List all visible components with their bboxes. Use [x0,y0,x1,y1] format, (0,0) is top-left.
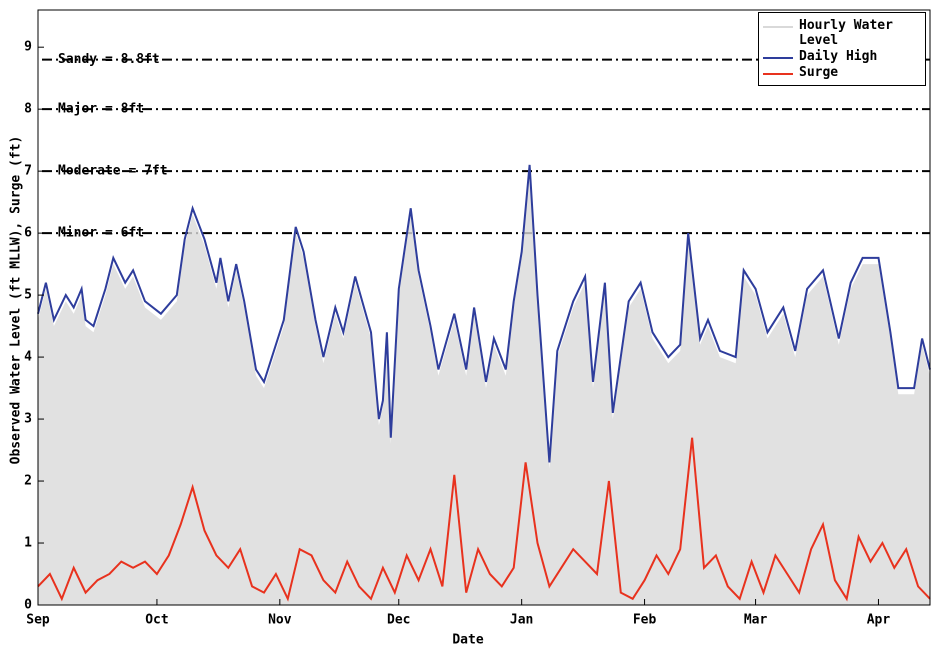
y-tick-label: 5 [24,288,32,303]
legend-entry: Daily High [761,49,923,64]
x-tick-label: Apr [867,613,891,628]
x-tick-label: Nov [268,613,292,628]
x-axis-label: Date [452,633,483,648]
line [37,437,931,602]
x-tick-label: Dec [387,613,410,628]
legend-label: Daily High [799,49,878,64]
y-tick-label: 6 [24,226,32,241]
y-axis-label: Observed Water Level (ft MLLW), Surge (f… [9,136,24,465]
legend-label: Hourly Water Level [799,18,893,48]
y-tick-label: 0 [24,598,32,613]
annotation-label: Moderate = 7ft [58,164,168,179]
legend: Hourly Water Level Daily High Surge [758,12,926,86]
line [37,164,931,463]
y-tick-label: 7 [24,164,32,179]
legend-swatch [763,57,793,59]
x-tick-label: Feb [633,613,657,628]
legend-label: Surge [799,65,839,80]
y-tick-label: 2 [24,474,32,489]
x-tick-label: Oct [145,613,168,628]
area [38,171,930,605]
y-tick-label: 4 [24,350,32,365]
y-tick-label: 3 [24,412,32,427]
x-tick-label: Sep [26,613,50,628]
legend-entry: Surge [761,65,923,80]
legend-entry: Hourly Water Level [761,18,923,48]
legend-swatch [763,73,793,75]
y-tick-label: 1 [24,536,32,551]
annotation-label: Major = 8ft [58,102,144,117]
annotation-label: Minor = 6ft [58,226,144,241]
annotation-label: Sandy = 8.8ft [58,52,160,67]
x-tick-label: Mar [744,613,768,628]
y-tick-label: 9 [24,40,32,55]
legend-swatch [763,26,793,28]
plot-frame [37,9,931,606]
y-tick-label: 8 [24,102,32,117]
x-tick-label: Jan [510,613,533,628]
